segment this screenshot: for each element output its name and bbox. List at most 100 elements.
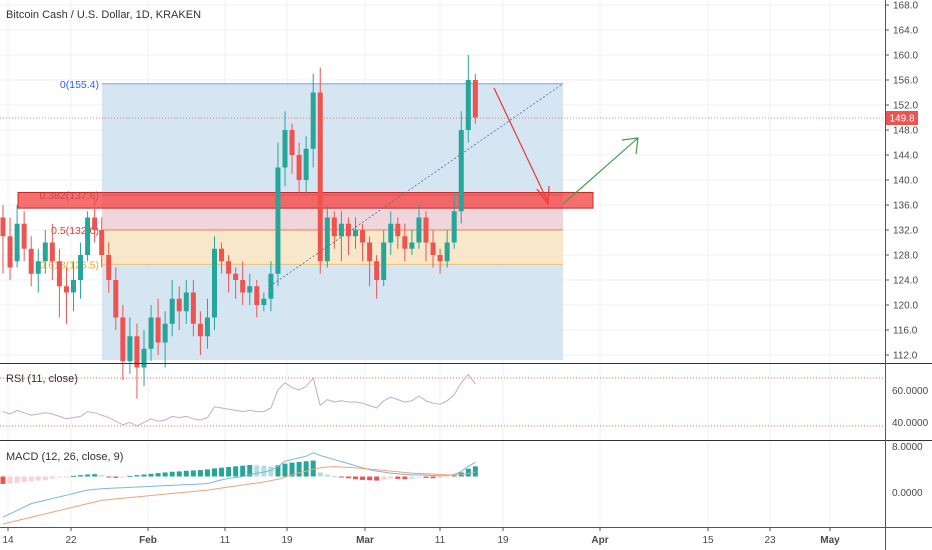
- macd-label[interactable]: MACD (12, 26, close, 9): [6, 451, 123, 463]
- candle-body: [134, 336, 140, 368]
- macd-histogram-bar: [423, 476, 429, 478]
- macd-histogram-bar: [268, 466, 274, 477]
- candle-body: [374, 261, 380, 280]
- macd-indicator[interactable]: [0, 452, 478, 525]
- rsi-tick-40: 40.0000: [892, 418, 929, 429]
- macd-tick-0: 0.0000: [892, 488, 923, 499]
- candle-body: [303, 148, 309, 180]
- price-tick-label: 152.0: [893, 101, 918, 112]
- macd-histogram-bar: [338, 476, 344, 478]
- candle-body: [28, 248, 34, 274]
- candle-body: [353, 230, 358, 237]
- macd-histogram-bar: [289, 462, 295, 477]
- price-tick-label: 156.0: [893, 76, 918, 87]
- macd-histogram-bar: [437, 476, 443, 478]
- time-tick-label: Apr: [591, 535, 608, 546]
- macd-pane[interactable]: [0, 443, 885, 527]
- macd-histogram-bar: [71, 475, 76, 477]
- macd-histogram-bar: [42, 476, 48, 480]
- candle-body: [190, 292, 196, 324]
- candle-body: [155, 317, 161, 343]
- candle-body: [402, 236, 408, 249]
- up-arrow-head: [621, 137, 639, 155]
- candle-body: [113, 280, 119, 318]
- rsi-label[interactable]: RSI (11, close): [6, 373, 78, 385]
- rsi-pane[interactable]: [0, 366, 885, 439]
- macd-histogram-bar: [155, 473, 161, 477]
- macd-histogram-bar: [99, 475, 105, 477]
- candle-body: [409, 242, 415, 249]
- price-tick-label: 112.0: [893, 351, 918, 362]
- price-tick-label: 120.0: [893, 301, 918, 312]
- macd-histogram-bar: [317, 472, 323, 477]
- chart-title: Bitcoin Cash / U.S. Dollar, 1D, KRAKEN: [6, 9, 201, 21]
- macd-histogram-bar: [247, 464, 253, 477]
- macd-histogram-bar: [395, 476, 401, 479]
- candle-body: [14, 223, 20, 262]
- candles-group: [0, 55, 478, 399]
- macd-histogram-bar: [0, 476, 6, 484]
- time-axis[interactable]: 14 22 Feb 11 19 Mar 11 19 Apr 15 23 May: [2, 527, 840, 546]
- down-arrow-head: [536, 185, 550, 206]
- resistance-zone: [17, 192, 594, 209]
- macd-histogram-bar: [233, 466, 239, 477]
- macd-histogram-bar: [14, 476, 20, 483]
- candle-body: [21, 223, 27, 249]
- candle-body: [7, 236, 13, 268]
- fib-level-label: 0.618(126.5): [39, 259, 99, 271]
- time-tick-label: Mar: [356, 535, 374, 546]
- candle-body: [85, 217, 91, 255]
- macd-histogram-bar: [85, 474, 91, 477]
- macd-histogram-bar: [353, 476, 358, 480]
- candle-body: [331, 217, 337, 237]
- signal-line: [2, 466, 476, 525]
- candle-body: [261, 298, 267, 305]
- time-tick-label: Feb: [139, 535, 157, 546]
- up-arrow-line: [562, 137, 639, 205]
- macd-tick-8: 8.0000: [892, 442, 923, 453]
- macd-histogram-bar: [35, 476, 41, 481]
- candle-body: [254, 286, 260, 305]
- time-tick-label: 19: [281, 535, 293, 546]
- price-tick-label: 124.0: [893, 276, 918, 287]
- macd-histogram-bar: [451, 475, 457, 477]
- candle-body: [35, 261, 41, 274]
- macd-histogram-bar: [472, 466, 478, 477]
- macd-histogram-bar: [381, 476, 387, 480]
- candle-body: [317, 92, 323, 262]
- candle-body: [423, 217, 429, 243]
- time-tick-label: 23: [764, 535, 776, 546]
- candle-body: [56, 261, 62, 287]
- candle-body: [71, 280, 76, 293]
- macd-histogram-bar: [56, 476, 62, 478]
- rsi-line: [2, 373, 476, 427]
- trend-line: [269, 83, 564, 287]
- candle-body: [63, 286, 69, 293]
- candle-body: [219, 248, 225, 262]
- price-tick-label: 164.0: [893, 26, 918, 37]
- candle-body: [338, 223, 344, 237]
- macd-histogram-bar: [219, 467, 225, 477]
- macd-histogram-bar: [183, 470, 189, 477]
- candle-body: [360, 230, 366, 243]
- last-price-tag: 149.8: [886, 111, 918, 125]
- macd-histogram-bar: [465, 468, 471, 477]
- candle-body: [310, 92, 316, 149]
- price-tick-label: 144.0: [893, 151, 918, 162]
- candle-body: [42, 242, 48, 262]
- candle-body: [388, 223, 394, 243]
- time-tick-label: 22: [65, 535, 77, 546]
- price-axis[interactable]: 168.0 164.0 160.0 156.0 152.0 148.0 144.0 140.0…: [885, 1, 918, 362]
- macd-histogram-bar: [120, 476, 126, 478]
- fib-retracement[interactable]: 0(155.4)0.382(137.6)0.5(132.0)0.618(126.…: [17, 79, 594, 360]
- candle-body: [240, 280, 246, 293]
- last-price-value: 149.8: [889, 114, 914, 125]
- drawings-group[interactable]: [269, 83, 639, 287]
- rsi-indicator[interactable]: [0, 373, 885, 427]
- macd-histogram-bar: [169, 471, 175, 477]
- price-tick-label: 128.0: [893, 251, 918, 262]
- time-tick-label: 11: [220, 535, 231, 546]
- candle-body: [49, 242, 55, 262]
- time-tick-label: 15: [702, 535, 714, 546]
